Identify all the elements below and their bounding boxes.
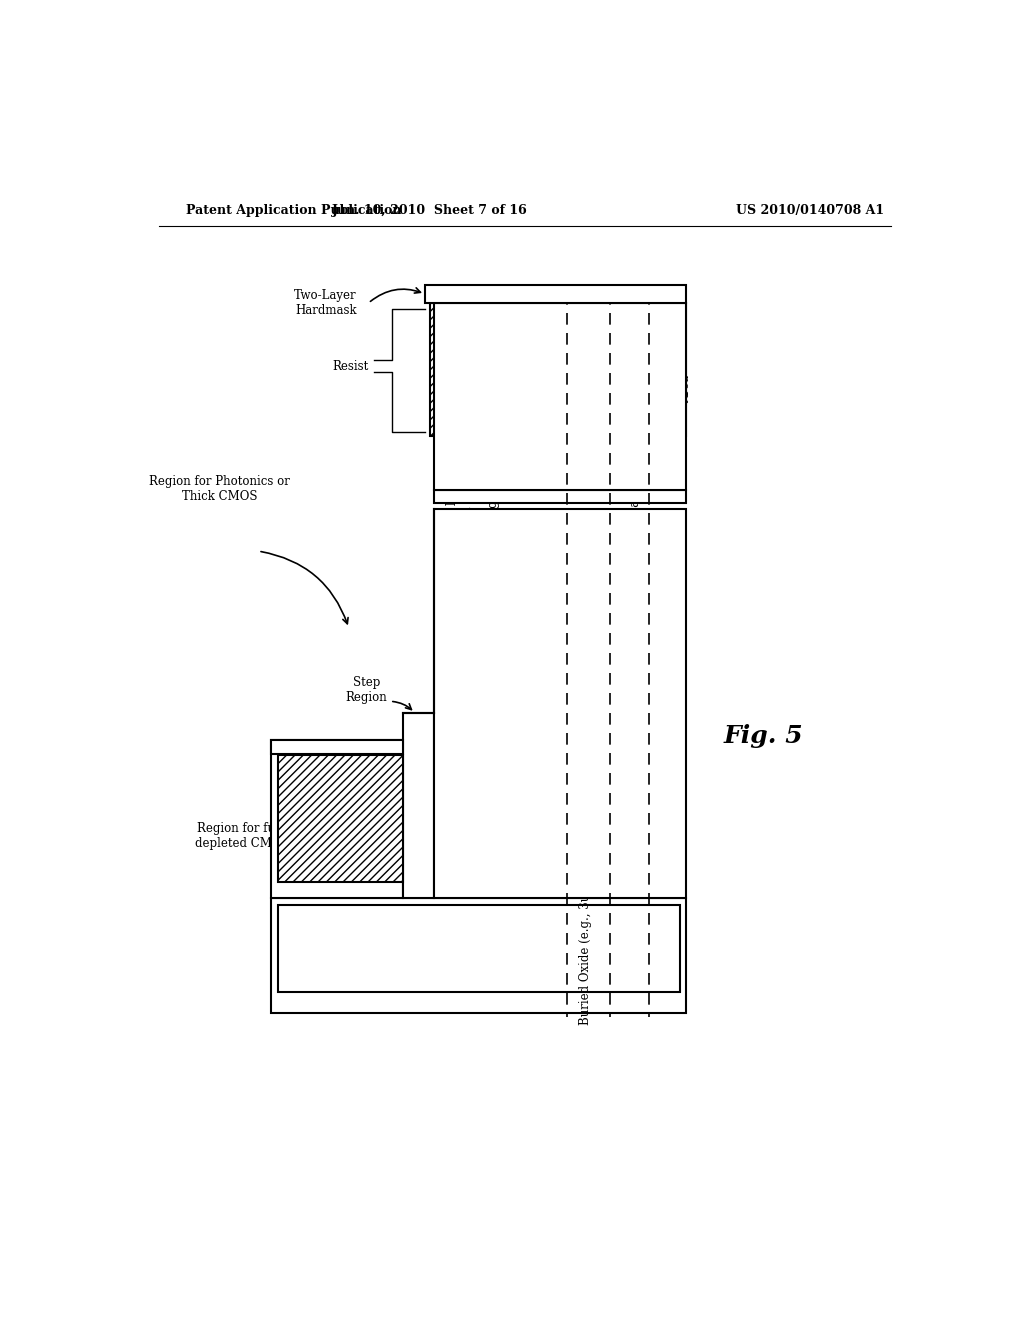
Text: Epitaxial Silicon
(e.g., 2500A before thinning): Epitaxial Silicon (e.g., 2500A before th… [523,535,551,706]
Bar [278,906,680,991]
Text: Jun. 10, 2010  Sheet 7 of 16: Jun. 10, 2010 Sheet 7 of 16 [333,205,528,218]
Text: Resist: Resist [332,360,369,372]
Text: Buried Oxide (e.g., 3um): Buried Oxide (e.g., 3um) [579,878,592,1026]
Text: Region for fully
depleted CMOS: Region for fully depleted CMOS [196,822,290,850]
Text: Step
Region: Step Region [346,676,387,704]
Text: Thin CMOS Active Area: Thin CMOS Active Area [540,704,553,845]
Bar [434,304,686,490]
Text: US 2010/0140708 A1: US 2010/0140708 A1 [736,205,884,218]
Text: Region for Photonics or
Thick CMOS: Region for Photonics or Thick CMOS [150,475,290,503]
Text: Pad Oxide (e.g., 90A): Pad Oxide (e.g., 90A) [489,480,503,606]
Text: Isolation: Isolation [582,672,595,723]
Bar [430,304,686,436]
Text: Two-Layer
Hardmask: Two-Layer Hardmask [294,289,356,317]
Text: Patent Application Publication: Patent Application Publication [186,205,401,218]
Bar [271,739,403,754]
Bar [278,755,403,882]
Text: Resist: Resist [326,799,362,812]
Bar [271,898,686,1014]
Bar [425,285,686,304]
Text: Waveguide /
Thick CMOS Active
Area: Waveguide / Thick CMOS Active Area [649,331,692,447]
Bar [434,490,686,503]
Bar [271,739,403,898]
Bar [403,713,434,898]
Text: Pad Nitride
(e.g., 1190A): Pad Nitride (e.g., 1190A) [445,459,474,536]
Bar [434,508,686,898]
Text: Fig. 5: Fig. 5 [724,723,803,748]
Text: Ring Modulator /
Thick CMOS Active Area: Ring Modulator / Thick CMOS Active Area [613,500,642,648]
